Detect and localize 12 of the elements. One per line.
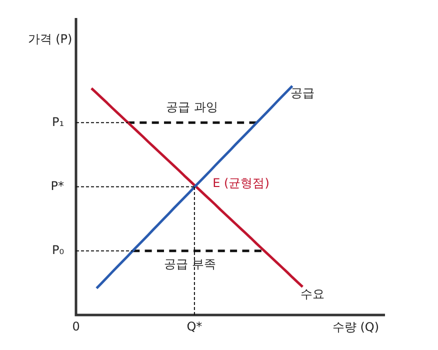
- x-axis-title: 수량 (Q): [332, 320, 379, 334]
- y-axis-title: 가격 (P): [28, 32, 72, 46]
- x-tick-label: 0: [72, 319, 80, 334]
- annotation: E (균형점): [212, 176, 270, 190]
- annotation: 공급 과잉: [166, 100, 218, 114]
- ref-line-label: P*: [50, 178, 64, 193]
- x-tick-label: Q*: [186, 319, 202, 334]
- ref-line-label: P₀: [52, 243, 64, 258]
- ref-line-label: P₁: [52, 114, 64, 129]
- annotation: 공급 부족: [164, 257, 216, 272]
- series-label: 수요: [300, 286, 325, 301]
- series-label: 공급: [290, 86, 314, 100]
